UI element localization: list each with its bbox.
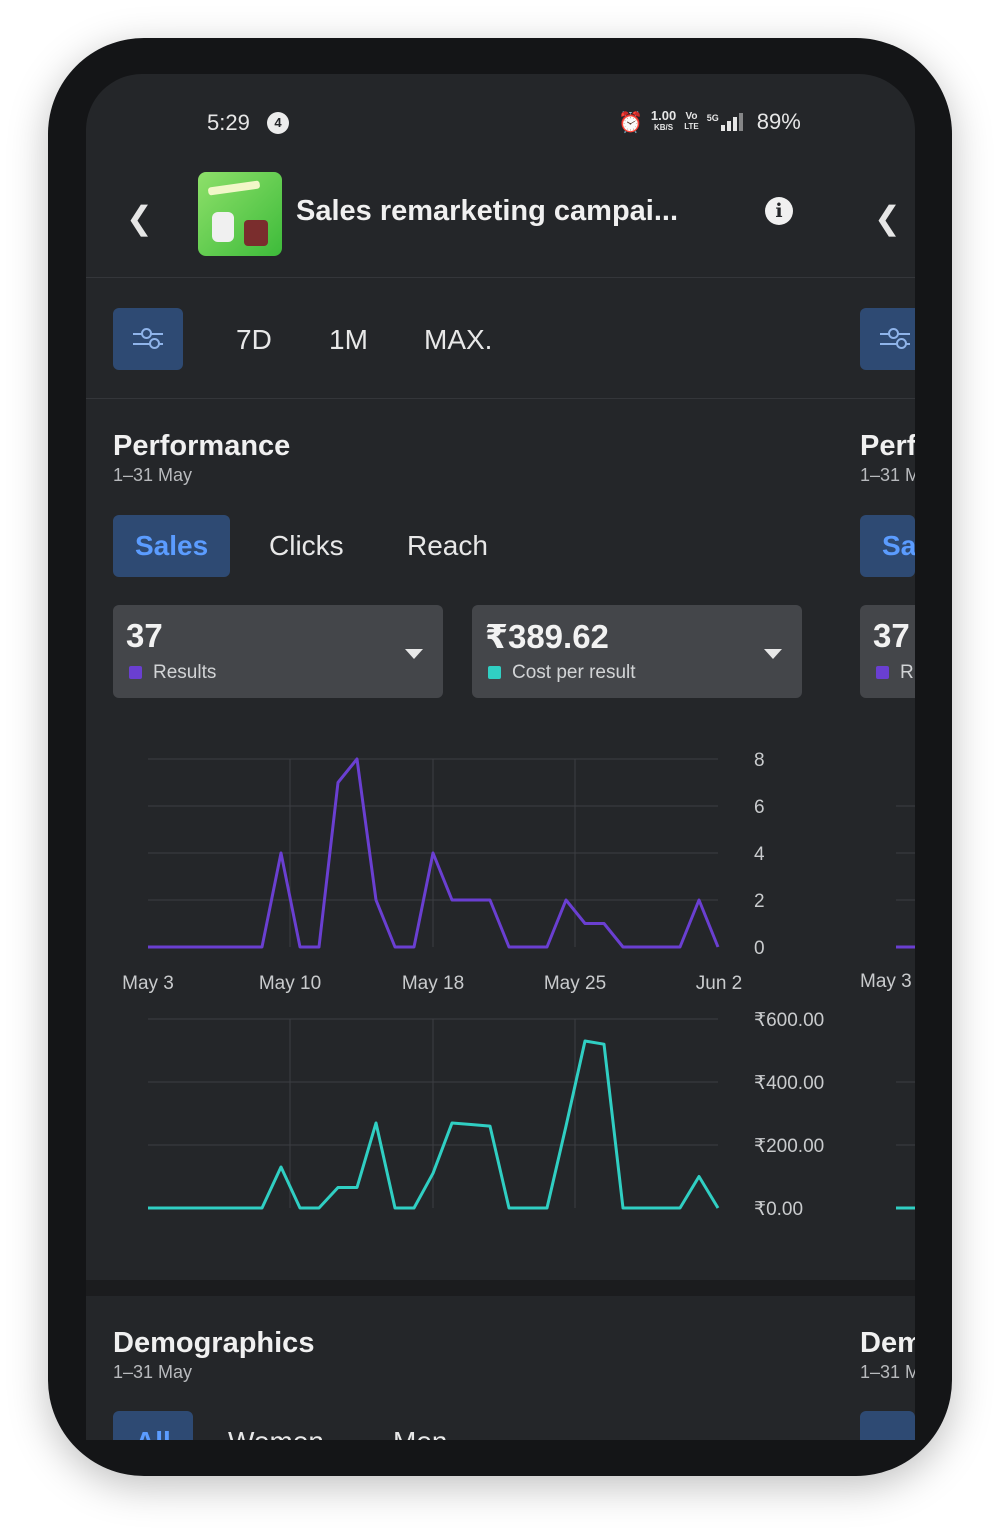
metric-label: Results [153, 662, 217, 683]
legend-swatch [488, 666, 501, 679]
sliders-icon [880, 327, 910, 351]
metric-value: 37 [873, 617, 910, 654]
peek-demographics-date: 1–31 M [860, 1362, 915, 1382]
campaign-title: Sales remarketing campai... [296, 195, 679, 227]
metric-cost-per-result-dropdown[interactable]: ₹389.62 Cost per result [472, 605, 802, 698]
metric-results-dropdown[interactable]: 37 Results [113, 605, 443, 698]
y-tick-label: ₹0.00 [754, 1199, 803, 1220]
demographics-date-range: 1–31 May [113, 1362, 193, 1382]
demo-tab-men[interactable]: Men [393, 1411, 447, 1440]
y-tick-label: 4 [754, 844, 765, 865]
metric-label: R [900, 662, 914, 683]
status-icons: ⏰ 1.00 KB/S Vo LTE 5G 89% [618, 108, 801, 136]
y-tick-label: ₹200.00 [754, 1136, 824, 1157]
legend-swatch [129, 666, 142, 679]
campaign-thumbnail [198, 172, 282, 256]
peek-date-range: 1–31 M [860, 465, 915, 485]
performance-title: Performance [113, 430, 291, 462]
battery-level: 89% [756, 109, 801, 134]
x-tick-label: May 3 [122, 973, 174, 994]
metric-label: Cost per result [512, 662, 636, 683]
peek-performance-title: Perf [860, 430, 915, 462]
tab-sales[interactable]: Sales [113, 515, 231, 577]
app-screen: 5:29 4 ⏰ 1.00 KB/S Vo LTE 5G 89% ❮ Sales… [86, 74, 915, 1440]
tab-reach[interactable]: Reach [407, 530, 488, 561]
notification-count-badge: 4 [267, 112, 289, 134]
caret-down-icon [764, 649, 782, 659]
performance-date-range: 1–31 May [113, 465, 193, 485]
peek-metric[interactable]: 37 R [860, 605, 915, 698]
range-max[interactable]: MAX. [424, 324, 493, 355]
series-line [148, 757, 720, 949]
caret-down-icon [405, 649, 423, 659]
signal-icon: 5G [707, 113, 743, 131]
demo-tab-women[interactable]: Women [228, 1411, 324, 1440]
info-icon[interactable]: i [765, 197, 793, 225]
range-1m[interactable]: 1M [329, 324, 368, 355]
tab-clicks[interactable]: Clicks [269, 530, 344, 561]
metric-value: ₹389.62 [485, 618, 609, 655]
peek-demographics-title: Dem [860, 1327, 915, 1359]
demographics-title: Demographics [113, 1327, 315, 1359]
filter-button[interactable] [113, 308, 183, 370]
y-tick-label: 0 [754, 938, 765, 959]
back-chevron-icon[interactable]: ❮ [126, 200, 153, 236]
x-tick-label: Jun 2 [696, 973, 742, 994]
range-7d[interactable]: 7D [236, 324, 272, 355]
back-chevron-icon-peek[interactable]: ❮ [874, 200, 901, 236]
status-bar: 5:29 4 ⏰ 1.00 KB/S Vo LTE 5G 89% [86, 74, 915, 169]
peek-tab-sales[interactable]: Sa [860, 515, 915, 577]
metric-value: 37 [126, 617, 163, 654]
status-time: 5:29 [207, 110, 250, 135]
series-line [148, 1039, 720, 1210]
section-divider [86, 1280, 915, 1296]
y-tick-label: ₹400.00 [754, 1073, 824, 1094]
peek-demo-tab[interactable] [860, 1411, 915, 1440]
y-tick-label: ₹600.00 [754, 1010, 824, 1031]
net-speed: 1.00 KB/S [650, 108, 677, 132]
app-header: ❮ Sales remarketing campai... i ❮ [86, 169, 915, 278]
legend-swatch [876, 666, 889, 679]
performance-charts: 8 6 4 2 0 May 3 May 10 May 18 May 25 Jun 2 ₹600.00… [122, 750, 915, 1220]
sliders-icon [133, 327, 163, 351]
volte-indicator: Vo LTE [684, 111, 699, 132]
demo-tab-all[interactable]: All [113, 1411, 193, 1440]
y-tick-label: 6 [754, 797, 765, 818]
peek-x-label: May 3 [860, 971, 912, 992]
date-filter-row: 7D 1M MAX. [86, 278, 915, 399]
x-tick-label: May 18 [402, 973, 464, 994]
x-tick-label: May 10 [259, 973, 321, 994]
filter-button-peek[interactable] [860, 308, 915, 370]
y-tick-label: 8 [754, 750, 765, 771]
alarm-icon: ⏰ [618, 111, 643, 134]
y-tick-label: 2 [754, 891, 765, 912]
x-tick-label: May 25 [544, 973, 606, 994]
